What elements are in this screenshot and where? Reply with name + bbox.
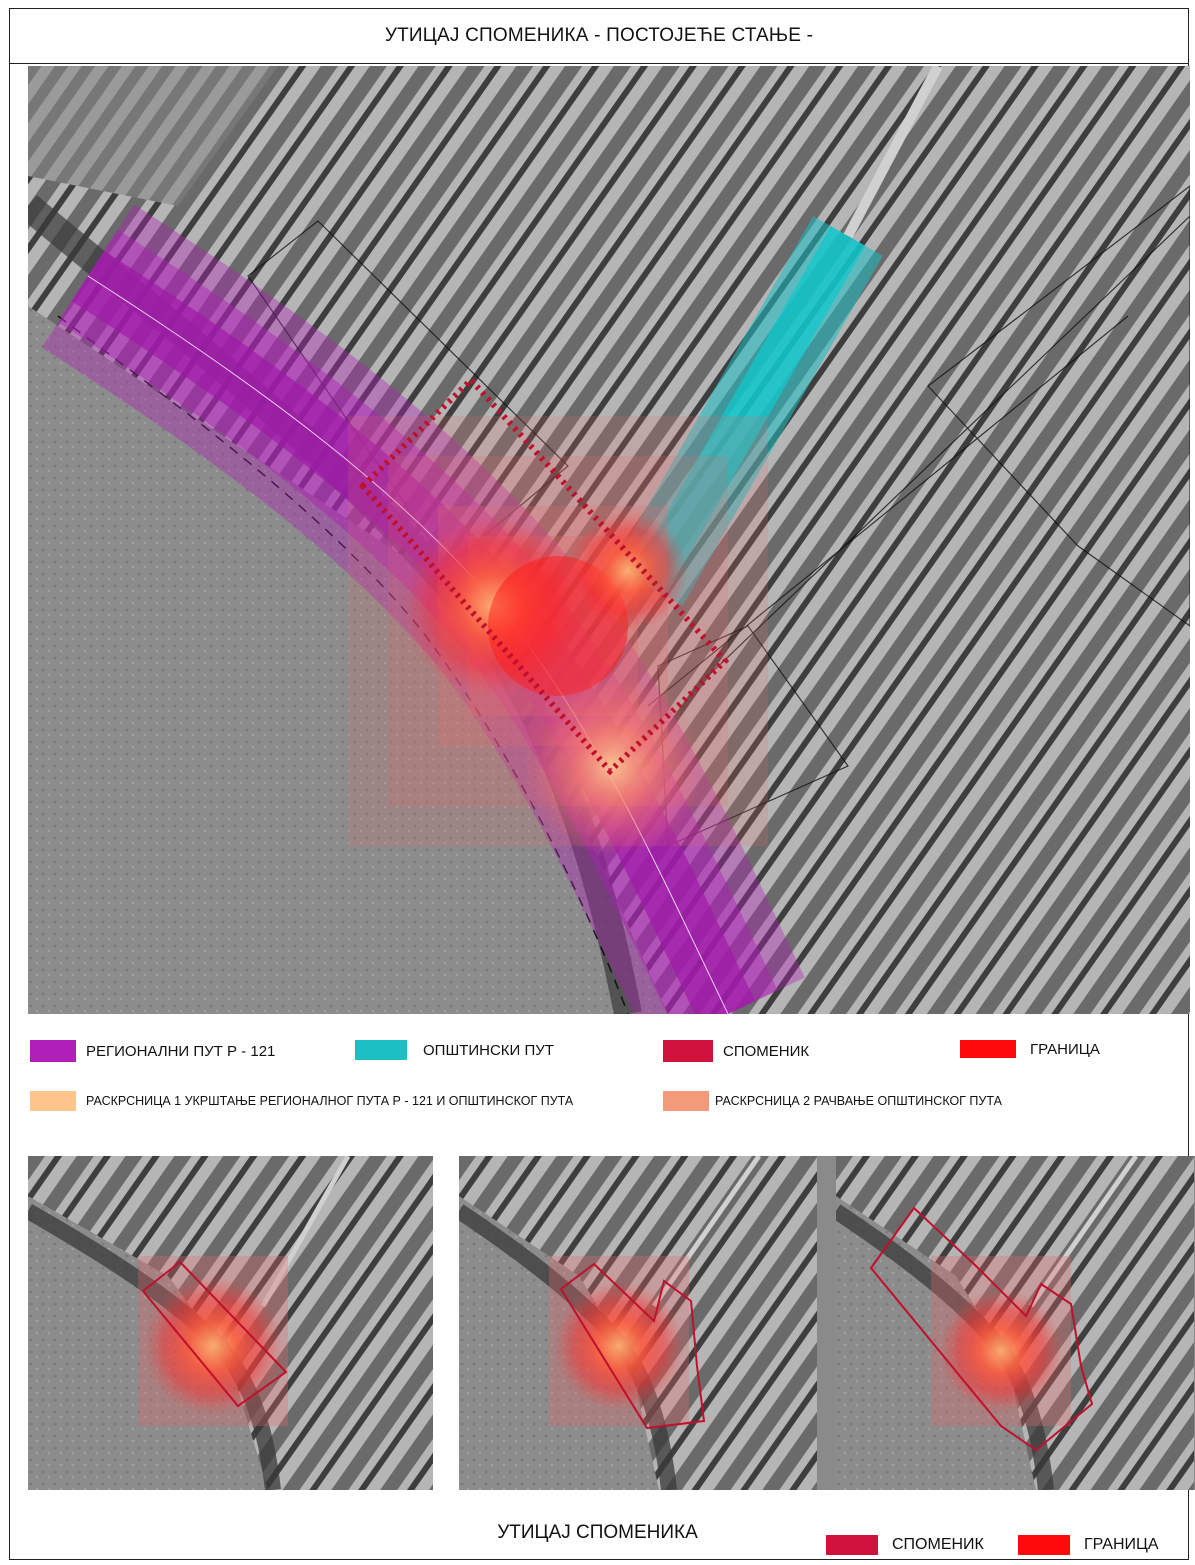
monument-swatch bbox=[663, 1040, 713, 1062]
legend-item-regional-road: РЕГИОНАЛНИ ПУТ Р - 121 bbox=[30, 1040, 275, 1062]
bottom-legend-monument: СПОМЕНИК bbox=[826, 1535, 984, 1555]
legend-label-boundary: ГРАНИЦА bbox=[1030, 1040, 1100, 1058]
legend-label-intersection-2: РАСКРСНИЦА 2 РАЧВАЊЕ ОПШТИНСКОГ ПУТА bbox=[715, 1094, 1002, 1108]
intersection-3-hotspot bbox=[523, 676, 703, 856]
legend-item-monument: СПОМЕНИК bbox=[663, 1040, 809, 1062]
boundary-swatch bbox=[960, 1040, 1016, 1058]
page-title: УТИЦАЈ СПОМЕНИКА - ПОСТОЈЕЋЕ СТАЊЕ - bbox=[9, 8, 1189, 64]
intersection-1-swatch bbox=[30, 1091, 76, 1111]
mini-map-2 bbox=[459, 1156, 864, 1490]
legend-item-boundary: ГРАНИЦА bbox=[960, 1040, 1100, 1058]
legend-item-intersection-2: РАСКРСНИЦА 2 РАЧВАЊЕ ОПШТИНСКОГ ПУТА bbox=[663, 1091, 1002, 1111]
legend-label-municipal-road: ОПШТИНСКИ ПУТ bbox=[423, 1041, 554, 1059]
bottom-legend-label-boundary: ГРАНИЦА bbox=[1084, 1536, 1159, 1553]
municipal-road-band bbox=[613, 66, 943, 606]
legend-item-municipal-road: ОПШТИНСКИ ПУТ bbox=[355, 1040, 554, 1060]
mini-map-3 bbox=[836, 1156, 1195, 1490]
bottom-legend-label-monument: СПОМЕНИК bbox=[892, 1536, 984, 1553]
main-map bbox=[28, 66, 1190, 1014]
regional-road-swatch bbox=[30, 1040, 76, 1062]
intersection-2-hotspot bbox=[568, 511, 688, 631]
aerial-map-svg bbox=[28, 66, 1190, 1014]
bottom-legend-boundary: ГРАНИЦА bbox=[1018, 1535, 1159, 1555]
bottom-monument-swatch bbox=[826, 1535, 878, 1555]
field-strips-nw bbox=[28, 66, 278, 206]
municipal-road-swatch bbox=[355, 1040, 407, 1060]
mini-map-1 bbox=[28, 1156, 433, 1490]
legend-label-regional-road: РЕГИОНАЛНИ ПУТ Р - 121 bbox=[86, 1042, 276, 1060]
bottom-title: УТИЦАЈ СПОМЕНИКА bbox=[497, 1522, 698, 1543]
legend-item-intersection-1: РАСКРСНИЦА 1 УКРШТАЊЕ РЕГИОНАЛНОГ ПУТА Р… bbox=[30, 1091, 573, 1111]
legend-label-intersection-1: РАСКРСНИЦА 1 УКРШТАЊЕ РЕГИОНАЛНОГ ПУТА Р… bbox=[86, 1094, 574, 1108]
legend-label-monument: СПОМЕНИК bbox=[723, 1042, 810, 1060]
bottom-boundary-swatch bbox=[1018, 1535, 1070, 1555]
monument-boundary bbox=[358, 375, 730, 776]
intersection-2-swatch bbox=[663, 1091, 709, 1111]
